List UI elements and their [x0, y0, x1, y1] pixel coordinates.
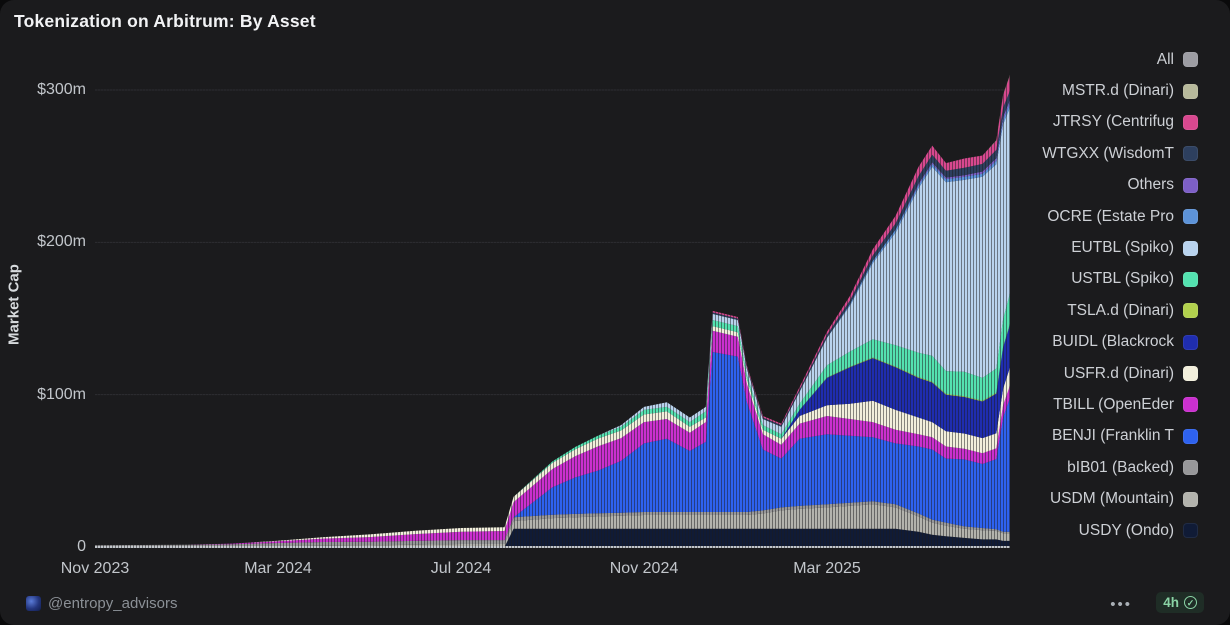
x-tick-label: Nov 2024	[609, 560, 679, 577]
more-menu-button[interactable]: •••	[1110, 596, 1132, 613]
legend-swatch-usdy	[1183, 523, 1198, 539]
legend-swatch-ocre	[1183, 209, 1198, 225]
y-axis-title: Market Cap	[5, 264, 23, 345]
legend-item-bib01[interactable]: bIB01 (Backed)	[1042, 452, 1198, 483]
legend-item-label: USTBL (Spiko)	[1071, 270, 1174, 288]
legend-item-label: OCRE (Estate Pro	[1047, 207, 1174, 225]
legend-swatch-usfr-d	[1183, 366, 1198, 382]
legend-item-ustbl[interactable]: USTBL (Spiko)	[1042, 264, 1198, 295]
y-tick-label: $100m	[37, 385, 86, 403]
legend-swatch-benji	[1183, 428, 1198, 444]
legend-item-label: USDY (Ondo)	[1078, 521, 1174, 539]
footer: @entropy_advisors ••• 4h ✓	[0, 592, 1230, 617]
author-row: @entropy_advisors	[26, 595, 177, 612]
legend-item-usfr-d[interactable]: USFR.d (Dinari)	[1042, 358, 1198, 389]
legend-item-ocre[interactable]: OCRE (Estate Pro	[1042, 201, 1198, 232]
legend-swatch-jtrsy	[1183, 114, 1198, 130]
legend-item-tbill[interactable]: TBILL (OpenEder	[1042, 389, 1198, 420]
legend-item-others[interactable]: Others	[1042, 170, 1198, 201]
legend-item-label: USFR.d (Dinari)	[1063, 364, 1174, 382]
legend-item-label: JTRSY (Centrifug	[1052, 113, 1174, 131]
legend-item-label: BUIDL (Blackrock	[1052, 333, 1174, 351]
legend-item-mstr-d[interactable]: MSTR.d (Dinari)	[1042, 75, 1198, 106]
legend-swatch-wtgxx	[1183, 146, 1198, 162]
legend-item-usdm[interactable]: USDM (Mountain)	[1042, 483, 1198, 514]
legend-swatch-tsla-d	[1183, 303, 1198, 319]
legend-swatch-ustbl	[1183, 271, 1198, 287]
legend-item-tsla-d[interactable]: TSLA.d (Dinari)	[1042, 295, 1198, 326]
legend-item-wtgxx[interactable]: WTGXX (WisdomT	[1042, 138, 1198, 169]
legend-swatch-others	[1183, 177, 1198, 193]
legend-item-buidl[interactable]: BUIDL (Blackrock	[1042, 327, 1198, 358]
refresh-status-badge[interactable]: 4h ✓	[1156, 592, 1204, 613]
legend-swatch-buidl	[1183, 334, 1198, 350]
legend-swatch-bib01	[1183, 460, 1198, 476]
x-tick-label: Jul 2024	[430, 560, 492, 577]
legend-item-benji[interactable]: BENJI (Franklin T	[1042, 421, 1198, 452]
legend-swatch-usdm	[1183, 491, 1198, 507]
legend-item-label: BENJI (Franklin T	[1051, 427, 1174, 445]
legend-item-label: MSTR.d (Dinari)	[1062, 82, 1174, 100]
legend-item-label: TBILL (OpenEder	[1053, 395, 1174, 413]
refresh-age-label: 4h	[1163, 595, 1179, 610]
legend-item-all[interactable]: All	[1042, 44, 1198, 75]
author-handle: @entropy_advisors	[48, 595, 178, 612]
legend: All MSTR.d (Dinari) JTRSY (Centrifug WTGXX …	[1042, 44, 1198, 546]
legend-item-usdy[interactable]: USDY (Ondo)	[1042, 515, 1198, 546]
legend-item-label: Others	[1127, 176, 1174, 194]
check-circle-icon: ✓	[1184, 596, 1197, 609]
legend-swatch-mstr-d	[1183, 83, 1198, 99]
x-tick-label: Mar 2025	[793, 560, 861, 577]
legend-item-eutbl[interactable]: EUTBL (Spiko)	[1042, 232, 1198, 263]
legend-swatch-all	[1183, 52, 1198, 68]
legend-item-label: TSLA.d (Dinari)	[1067, 301, 1174, 319]
legend-item-label: All	[1156, 50, 1174, 68]
entropy-advisors-avatar	[26, 596, 41, 611]
y-tick-label: $200m	[37, 233, 86, 251]
legend-item-label: USDM (Mountain)	[1049, 490, 1174, 508]
legend-item-label: EUTBL (Spiko)	[1071, 239, 1174, 257]
legend-item-label: WTGXX (WisdomT	[1042, 144, 1174, 162]
x-tick-label: Mar 2024	[244, 560, 312, 577]
y-tick-label: $300m	[37, 81, 86, 98]
legend-item-label: bIB01 (Backed)	[1067, 458, 1174, 476]
y-tick-label: 0	[77, 538, 86, 555]
x-tick-label: Nov 2023	[60, 560, 130, 577]
chart-title: Tokenization on Arbitrum: By Asset	[14, 11, 316, 31]
legend-item-jtrsy[interactable]: JTRSY (Centrifug	[1042, 107, 1198, 138]
legend-swatch-tbill	[1183, 397, 1198, 413]
legend-swatch-eutbl	[1183, 240, 1198, 256]
